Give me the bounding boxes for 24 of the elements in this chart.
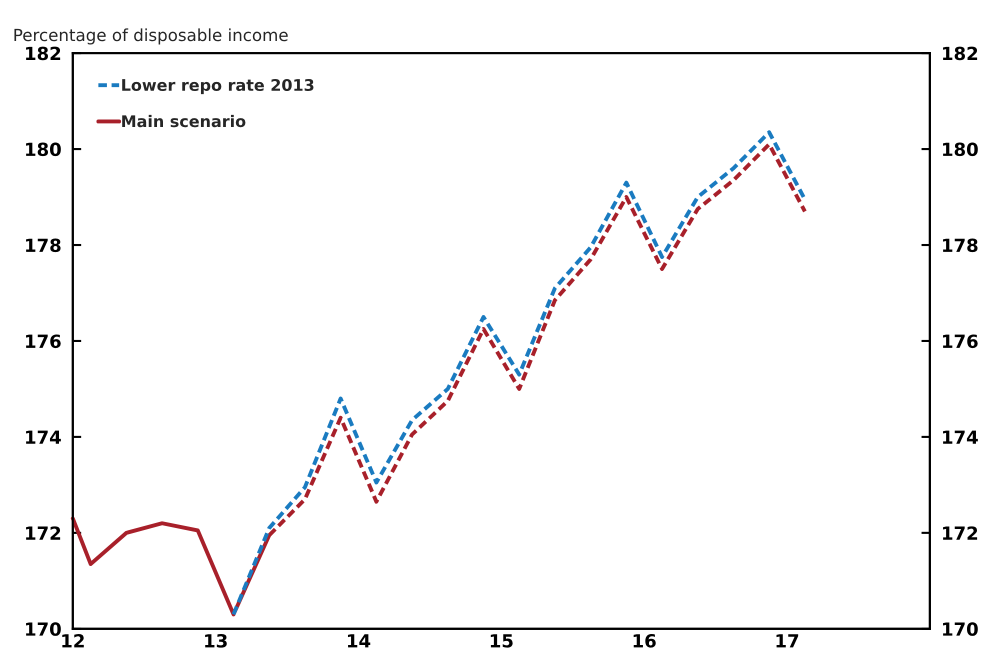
y2-tick-label: 182 bbox=[943, 46, 978, 60]
y-tick-label: 176 bbox=[26, 334, 61, 348]
x-tick-label: 17 bbox=[776, 634, 798, 648]
y-axis-title: Percentage of disposable income bbox=[14, 28, 288, 44]
y-tick-label: 174 bbox=[26, 430, 61, 444]
y2-tick-label: 178 bbox=[943, 238, 978, 252]
x-tick-label: 12 bbox=[62, 634, 84, 648]
x-tick-label: 13 bbox=[205, 634, 227, 648]
y2-tick-label: 176 bbox=[943, 334, 978, 348]
y2-tick-label: 180 bbox=[943, 142, 978, 156]
x-tick-label: 14 bbox=[348, 634, 370, 648]
y-tick-label: 180 bbox=[26, 142, 61, 156]
y-tick-label: 178 bbox=[26, 238, 61, 252]
legend-label: Lower repo rate 2013 bbox=[122, 78, 314, 94]
legend-label: Main scenario bbox=[122, 114, 246, 128]
y2-tick-label: 174 bbox=[943, 430, 978, 444]
y2-tick-label: 172 bbox=[943, 526, 978, 540]
y2-tick-label: 170 bbox=[943, 622, 978, 636]
x-tick-label: 15 bbox=[490, 634, 513, 648]
y-tick-label: 172 bbox=[26, 526, 60, 540]
line-series bbox=[232, 130, 807, 616]
y-tick-label: 170 bbox=[26, 622, 61, 636]
y-tick-label: 182 bbox=[26, 46, 60, 60]
x-tick-label: 16 bbox=[634, 634, 656, 648]
